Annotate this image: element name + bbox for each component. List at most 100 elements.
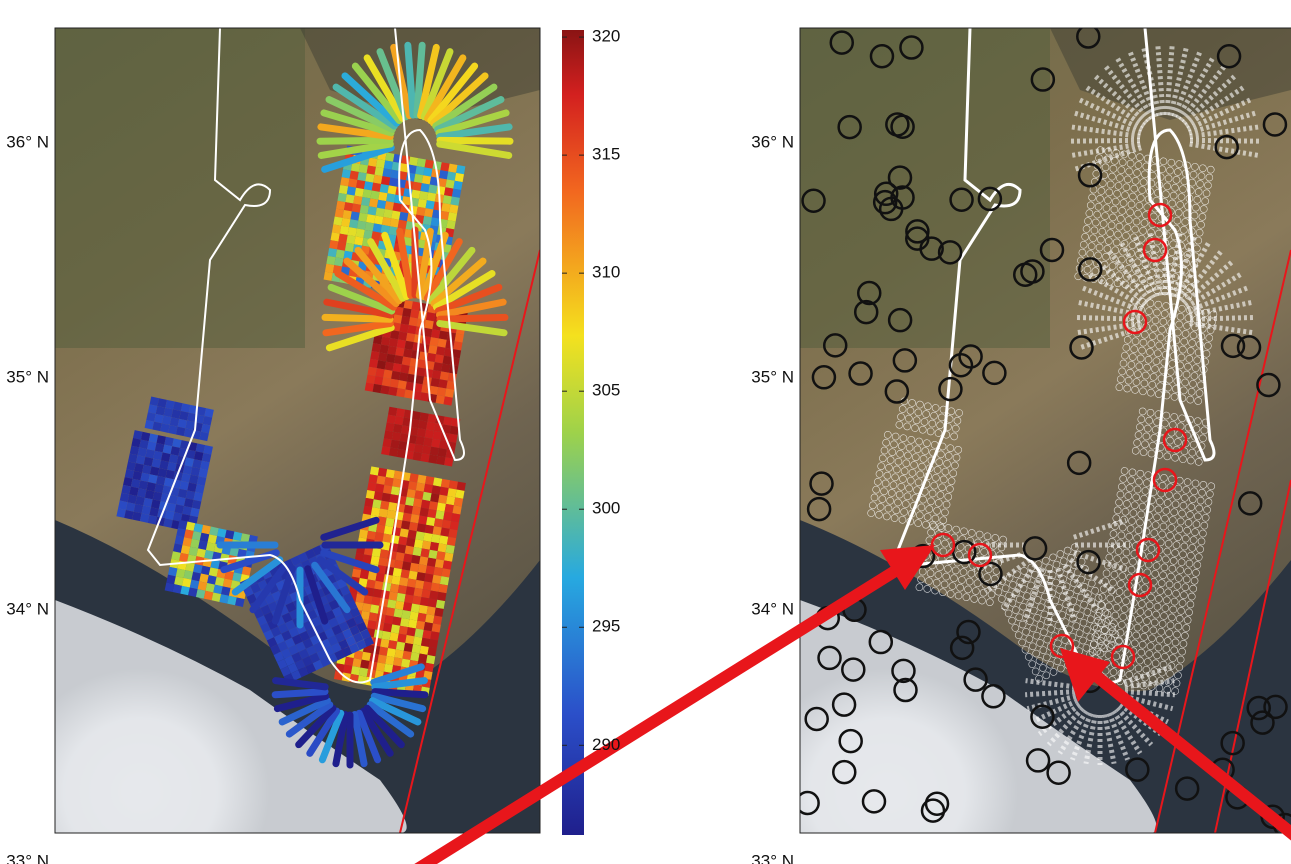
swath-cell bbox=[145, 449, 154, 458]
swath-cell bbox=[343, 665, 352, 674]
swath-cell bbox=[153, 492, 162, 501]
swath-cell bbox=[380, 184, 389, 193]
swath-cell bbox=[431, 217, 440, 226]
swath-cell bbox=[440, 527, 449, 536]
figure: 36° N35° N34° N33° N36° N35° N34° N33° N… bbox=[0, 0, 1291, 864]
swath-cell bbox=[123, 477, 132, 486]
swath-cell bbox=[421, 500, 430, 509]
swath-cell bbox=[407, 627, 416, 636]
swath-cell bbox=[435, 559, 444, 568]
swath-cell bbox=[421, 638, 430, 647]
swath-cell bbox=[436, 346, 445, 355]
swath-cell bbox=[191, 467, 200, 476]
swath-cell bbox=[389, 494, 398, 503]
swath-cell bbox=[132, 512, 141, 521]
swath-cell bbox=[390, 584, 399, 593]
swath-cell bbox=[348, 178, 357, 187]
swath-cell bbox=[390, 379, 399, 388]
swath-cell bbox=[414, 539, 423, 548]
swath-cell bbox=[420, 646, 429, 655]
swath-cell bbox=[430, 631, 439, 640]
swath-cell bbox=[176, 569, 185, 578]
swath-cell bbox=[365, 222, 374, 231]
swath-cell bbox=[389, 338, 398, 347]
swath-cell bbox=[389, 591, 398, 600]
swath-cell bbox=[162, 416, 171, 425]
swath-cell bbox=[383, 623, 392, 632]
swath-cell bbox=[410, 309, 419, 318]
swath-cell bbox=[399, 577, 408, 586]
swath-cell bbox=[185, 562, 194, 571]
swath-cell bbox=[388, 387, 397, 396]
swath-cell bbox=[428, 184, 437, 193]
swath-cell bbox=[419, 605, 428, 614]
swath-cell bbox=[374, 376, 383, 385]
swath-cell bbox=[424, 573, 433, 582]
swath-cell bbox=[416, 207, 425, 216]
swath-cell bbox=[378, 192, 387, 201]
swath-cell bbox=[165, 582, 174, 591]
swath-cell bbox=[422, 175, 431, 184]
swath-cell bbox=[173, 402, 182, 411]
swath-cell bbox=[397, 634, 406, 643]
swath-cell bbox=[433, 477, 442, 486]
swath-cell bbox=[183, 465, 192, 474]
swath-cell bbox=[420, 508, 429, 517]
swath-cell bbox=[412, 596, 421, 605]
swath-cell bbox=[369, 612, 378, 621]
swath-cell bbox=[120, 493, 129, 502]
swath-cell bbox=[439, 584, 448, 593]
swath-cell bbox=[164, 408, 173, 417]
swath-cell bbox=[384, 664, 393, 673]
colorbar-tick-label: 320 bbox=[592, 27, 620, 46]
swath-cell bbox=[425, 476, 434, 485]
swath-cell bbox=[415, 531, 424, 540]
swath-cell bbox=[201, 566, 210, 575]
swath-cell bbox=[387, 648, 396, 657]
swath-cell bbox=[428, 454, 437, 463]
swath-cell bbox=[409, 157, 418, 166]
swath-cell bbox=[370, 556, 379, 565]
swath-cell bbox=[447, 488, 456, 497]
swath-cell bbox=[424, 320, 433, 329]
swath-cell bbox=[410, 563, 419, 572]
swath-cell bbox=[455, 333, 464, 342]
swath-cell bbox=[153, 451, 162, 460]
swath-cell bbox=[375, 368, 384, 377]
swath-cell bbox=[368, 158, 377, 167]
swath-cell bbox=[364, 181, 373, 190]
swath-cell bbox=[439, 331, 448, 340]
swath-cell bbox=[326, 256, 335, 265]
swath-cell bbox=[373, 223, 382, 232]
swath-cell bbox=[171, 551, 180, 560]
swath-cell bbox=[182, 506, 191, 515]
swath-cell bbox=[242, 566, 251, 575]
swath-cell bbox=[213, 585, 222, 594]
swath-cell bbox=[431, 329, 440, 338]
swath-cell bbox=[360, 660, 369, 669]
swath-cell bbox=[155, 443, 164, 452]
swath-cell bbox=[349, 219, 358, 228]
swath-cell bbox=[328, 248, 337, 257]
swath-cell bbox=[351, 163, 360, 172]
lat-label: 35° N bbox=[751, 367, 794, 386]
swath-cell bbox=[396, 408, 405, 417]
colorbar-tick-label: 300 bbox=[592, 499, 620, 518]
swath-cell bbox=[430, 447, 439, 456]
swath-cell bbox=[410, 652, 419, 661]
swath-cell bbox=[389, 632, 398, 641]
swath-cell bbox=[184, 529, 193, 538]
swath-cell bbox=[172, 584, 181, 593]
swath-cell bbox=[429, 591, 438, 600]
swath-cell bbox=[427, 509, 436, 518]
swath-cell bbox=[395, 347, 404, 356]
swath-cell bbox=[385, 153, 394, 162]
swath-cell bbox=[398, 332, 407, 341]
swath-cell bbox=[131, 479, 140, 488]
swath-cell bbox=[203, 445, 212, 454]
swath-cell bbox=[393, 657, 402, 666]
swath-cell bbox=[372, 343, 381, 352]
swath-cell bbox=[219, 594, 228, 603]
swath-cell bbox=[416, 483, 425, 492]
swath-cell bbox=[404, 300, 413, 309]
